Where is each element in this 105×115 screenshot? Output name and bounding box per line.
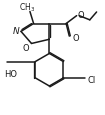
Text: O: O [72,33,79,42]
Text: Cl: Cl [87,75,95,84]
Text: O: O [77,10,84,19]
Text: HO: HO [4,69,17,78]
Text: O: O [22,43,29,52]
Text: N: N [13,27,20,36]
Text: CH$_3$: CH$_3$ [19,2,35,14]
